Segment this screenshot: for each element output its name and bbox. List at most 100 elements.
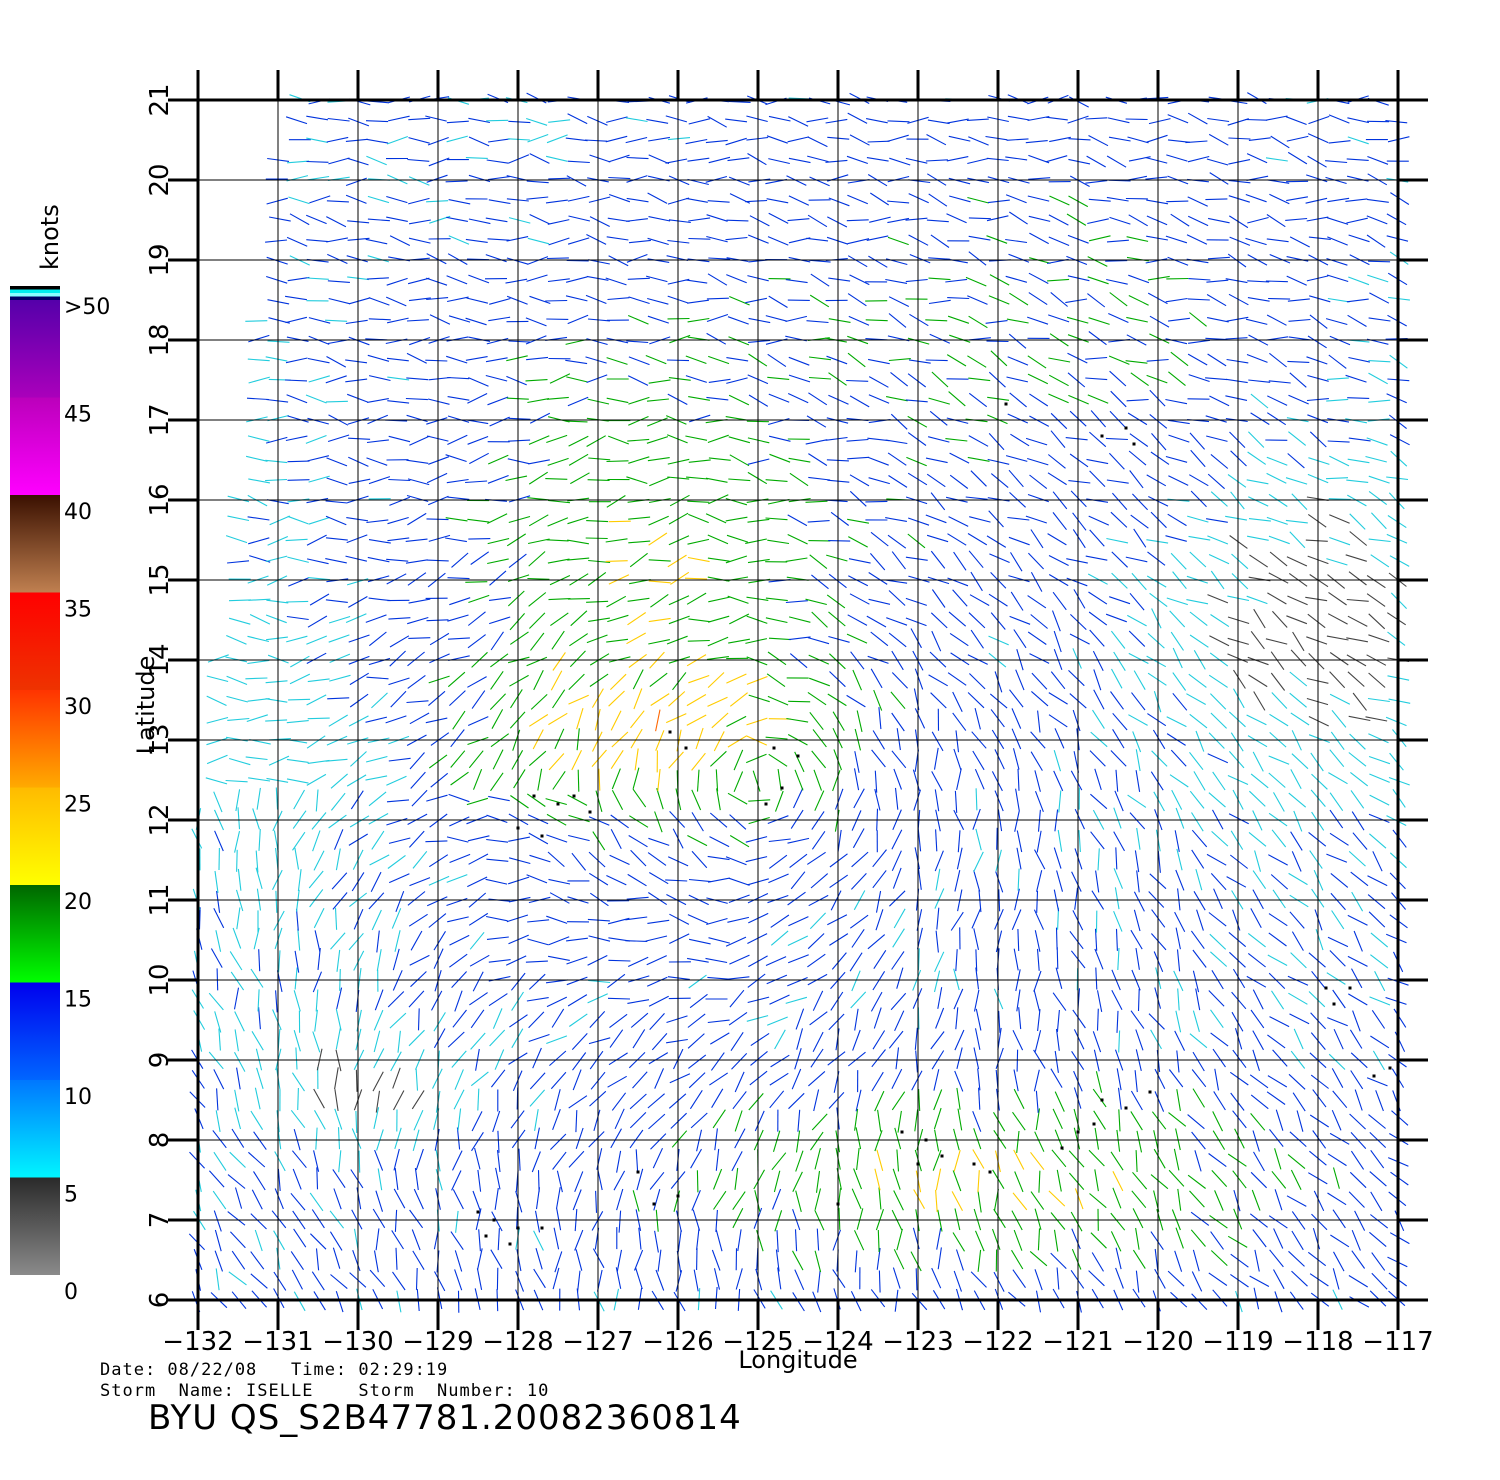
wind-vector: [213, 907, 225, 929]
wind-vector: [726, 274, 747, 284]
colorbar-label: 5: [64, 1183, 78, 1208]
wind-vector: [287, 515, 309, 525]
wind-vector: [348, 336, 370, 346]
wind-vector: [828, 1013, 845, 1031]
wind-vector: [668, 615, 690, 625]
lat-tick-label: 18: [145, 323, 175, 356]
wind-vector: [548, 598, 571, 601]
wind-vector: [1191, 1293, 1208, 1310]
wind-vector: [250, 1273, 268, 1289]
wind-vector: [909, 313, 929, 327]
wind-vector: [554, 1089, 561, 1111]
wind-vector: [225, 656, 248, 663]
wind-vector: [1048, 214, 1069, 226]
wind-vector: [809, 294, 830, 308]
wind-vector: [1368, 538, 1391, 543]
wind-vector: [768, 854, 788, 869]
wind-vector: [593, 1109, 601, 1132]
wind-vector: [1252, 889, 1264, 910]
wind-vector: [1188, 673, 1207, 688]
wind-vector: [729, 454, 750, 467]
wind-vector: [486, 858, 509, 862]
rain-flag: [1124, 1106, 1128, 1110]
wind-vector: [470, 1032, 486, 1050]
wind-vector: [330, 773, 348, 789]
wind-vector: [1151, 433, 1167, 451]
wind-vector: [576, 708, 584, 730]
longitude-tick-labels: −132 −131 −130 −129 −128 −127 −126 −125 −124 −123…: [162, 1327, 1433, 1357]
wind-vector: [987, 497, 1010, 502]
wind-vector: [1187, 112, 1208, 125]
wind-vector: [576, 728, 580, 751]
wind-vector: [1113, 651, 1126, 671]
wind-vector: [1056, 870, 1064, 892]
lon-tick-label: −121: [1042, 1327, 1113, 1357]
wind-vector: [1128, 295, 1149, 306]
wind-vector: [1034, 1030, 1042, 1052]
wind-vector: [468, 336, 491, 342]
wind-vector: [1306, 636, 1328, 645]
wind-vector: [1367, 697, 1390, 703]
wind-vector: [648, 580, 671, 584]
wind-vector: [255, 867, 263, 890]
wind-vector: [1087, 394, 1109, 404]
wind-vector: [592, 831, 606, 851]
wind-vector: [989, 693, 1008, 709]
wind-vector: [1289, 236, 1310, 248]
wind-vector: [566, 956, 588, 965]
wind-vector: [1092, 709, 1105, 729]
wind-vector: [747, 933, 768, 944]
wind-vector: [610, 710, 622, 731]
x-axis-title: Longitude: [738, 1346, 857, 1374]
wind-vector: [467, 435, 489, 445]
wind-vector: [935, 1189, 938, 1212]
wind-vector: [1333, 1028, 1344, 1050]
wind-vector: [250, 1251, 265, 1270]
wind-vector: [874, 1130, 883, 1152]
wind-vector: [386, 573, 407, 585]
wind-vector: [285, 357, 308, 364]
wind-vector: [325, 500, 348, 504]
wind-vector: [353, 950, 365, 971]
wind-vector: [1350, 1070, 1364, 1090]
wind-vector: [828, 1092, 845, 1109]
wind-vector: [1371, 1252, 1386, 1271]
wind-vector: [1350, 1150, 1365, 1170]
wind-vector: [1330, 892, 1346, 911]
wind-vector: [852, 828, 865, 849]
wind-vector: [973, 1128, 982, 1150]
wind-vector: [774, 1210, 783, 1232]
wind-vector: [346, 517, 369, 522]
wind-vector: [1307, 513, 1327, 528]
wind-vector: [1130, 514, 1149, 529]
wind-vector: [265, 680, 288, 684]
wind-vector: [1351, 1250, 1366, 1269]
wind-vector: [1128, 156, 1151, 162]
wind-vector: [1012, 748, 1020, 770]
wind-vector: [1170, 631, 1184, 651]
wind-vector: [568, 1013, 588, 1027]
wind-vector: [930, 612, 948, 629]
wind-vector: [1088, 591, 1108, 605]
wind-vector: [334, 907, 338, 930]
wind-vector: [1030, 571, 1043, 592]
wind-vector: [234, 1089, 240, 1112]
wind-vector: [1111, 989, 1123, 1010]
wind-vector: [1289, 894, 1309, 908]
wind-vector: [1005, 238, 1028, 244]
wind-vector: [1068, 670, 1085, 687]
wind-vector: [1133, 670, 1146, 690]
wind-vector: [492, 749, 504, 770]
wind-vector: [806, 117, 829, 123]
wind-vector: [888, 296, 910, 307]
wind-vector: [467, 634, 486, 649]
wind-vector: [706, 297, 729, 300]
wind-vector: [286, 336, 309, 342]
wind-vector: [428, 913, 447, 928]
wind-vector: [830, 991, 844, 1011]
wind-vector: [985, 320, 1008, 324]
wind-vector: [509, 613, 526, 631]
wind-vector: [606, 357, 628, 365]
wind-vector: [1209, 933, 1227, 950]
wind-vector: [768, 637, 791, 641]
